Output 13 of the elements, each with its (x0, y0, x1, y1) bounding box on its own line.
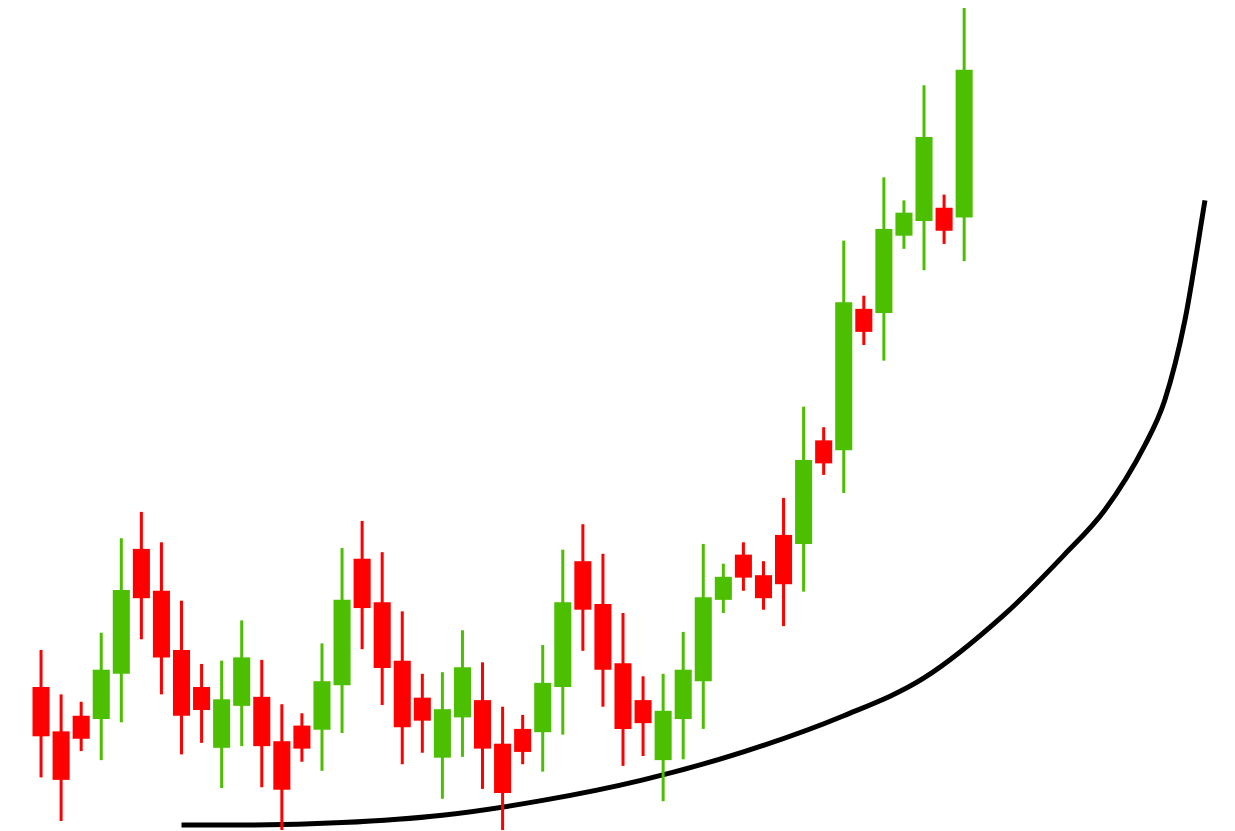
candlestick (714, 563, 732, 613)
candlestick (895, 200, 913, 249)
candlestick (815, 427, 833, 475)
candlestick (855, 295, 873, 346)
candlestick (754, 561, 772, 610)
candlestick (935, 194, 953, 244)
candlestick (72, 700, 90, 753)
candlestick (734, 542, 752, 591)
candlestick (634, 676, 652, 757)
candlestick (413, 672, 431, 753)
candlestick (293, 713, 311, 762)
candlestick (193, 662, 211, 743)
candlestick (514, 713, 532, 766)
